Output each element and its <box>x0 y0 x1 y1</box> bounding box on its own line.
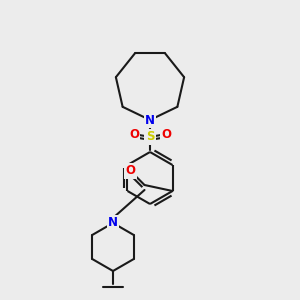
Text: N: N <box>145 113 155 127</box>
Text: O: O <box>125 164 136 178</box>
Text: N: N <box>108 217 118 230</box>
Text: O: O <box>129 128 139 142</box>
Text: S: S <box>146 130 154 143</box>
Text: O: O <box>161 128 171 142</box>
